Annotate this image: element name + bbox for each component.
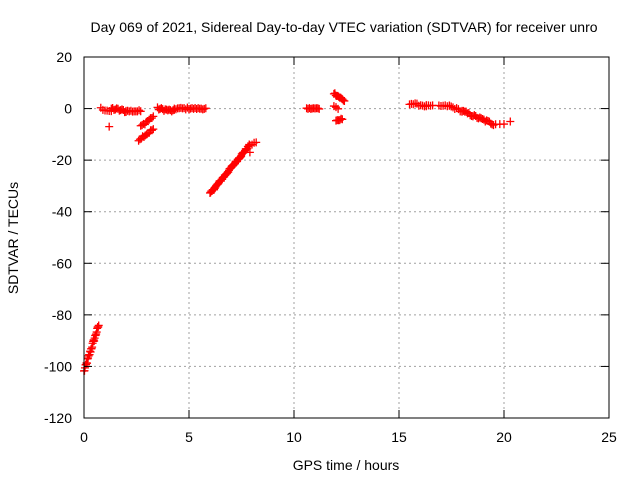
- grid: [84, 57, 609, 418]
- data-point: [449, 103, 457, 112]
- data-point: [500, 120, 508, 129]
- y-tick-label: -20: [52, 152, 72, 168]
- data-point: [147, 113, 156, 122]
- data-point: [334, 104, 343, 113]
- data-point: [201, 104, 210, 113]
- y-tick-label: -40: [52, 204, 72, 220]
- chart-title: Day 069 of 2021, Sidereal Day-to-day VTE…: [90, 19, 597, 35]
- data-point: [315, 104, 324, 113]
- x-tick-label: 20: [496, 429, 512, 445]
- data-point: [340, 96, 349, 105]
- data-point: [149, 125, 158, 134]
- plot-frame: [83, 56, 610, 419]
- data-point: [136, 107, 145, 116]
- x-tick-label: 5: [185, 429, 193, 445]
- data-point: [445, 101, 454, 110]
- x-axis-label: GPS time / hours: [293, 457, 400, 473]
- y-tick-label: 20: [56, 49, 72, 65]
- y-axis: 20 0 -20 -40 -60 -80 -100 -120: [44, 49, 609, 426]
- data-point: [105, 122, 114, 131]
- y-tick-label: -60: [52, 255, 72, 271]
- data-points: [80, 89, 515, 375]
- y-axis-label: SDTVAR / TECUs: [5, 182, 21, 294]
- data-point: [338, 95, 347, 104]
- x-tick-label: 15: [391, 429, 407, 445]
- y-tick-label: -100: [44, 358, 72, 374]
- data-point: [149, 112, 158, 121]
- x-tick-label: 25: [601, 429, 617, 445]
- data-point: [506, 117, 515, 126]
- data-point: [332, 103, 340, 112]
- y-tick-label: 0: [64, 101, 72, 117]
- x-axis: 0 5 10 15 20 25: [80, 57, 617, 445]
- data-point: [245, 148, 254, 157]
- y-tick-label: -80: [52, 307, 72, 323]
- data-point: [252, 138, 261, 147]
- y-tick-label: -120: [44, 410, 72, 426]
- data-point: [147, 126, 156, 135]
- data-point: [338, 115, 347, 124]
- data-point: [94, 321, 103, 330]
- x-tick-label: 0: [80, 429, 88, 445]
- data-point: [135, 106, 144, 115]
- x-tick-label: 10: [286, 429, 302, 445]
